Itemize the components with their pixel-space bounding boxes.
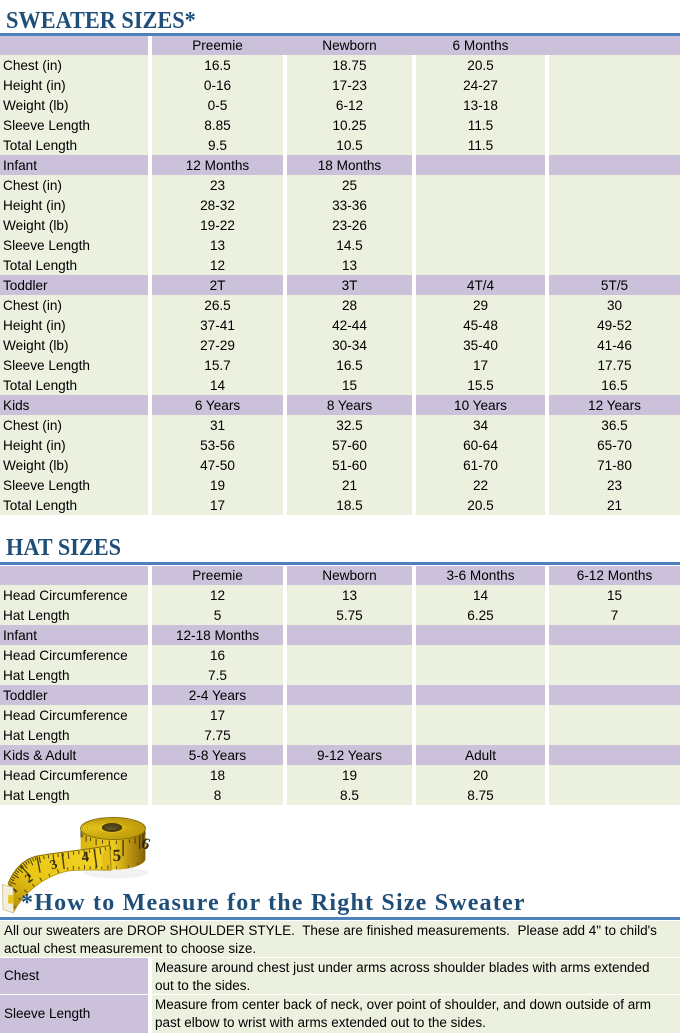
svg-text:4: 4 <box>81 849 91 866</box>
svg-text:5: 5 <box>112 846 121 865</box>
svg-text:3: 3 <box>48 856 60 872</box>
svg-text:1: 1 <box>9 884 20 895</box>
